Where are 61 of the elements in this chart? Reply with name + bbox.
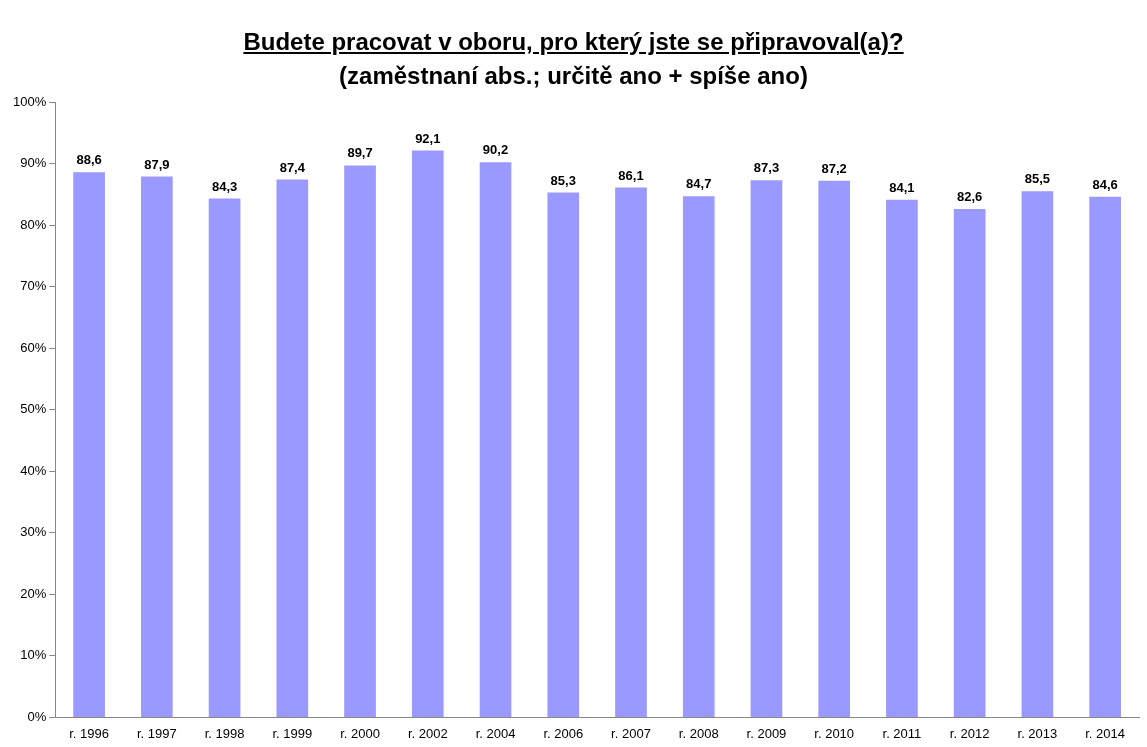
y-tick-label: 40% — [20, 462, 47, 478]
bar — [276, 179, 309, 717]
bar — [1089, 196, 1121, 717]
bar — [886, 199, 918, 717]
chart-subtitle: (zaměstnaní abs.; určitě ano + spíše ano) — [338, 62, 809, 90]
bar — [1021, 191, 1054, 717]
bar — [682, 196, 715, 717]
data-label: 88,6 — [76, 152, 102, 168]
x-tick-label: r. 2011 — [882, 725, 922, 741]
x-tick-label: r. 1997 — [136, 725, 177, 741]
x-tick-label: r. 2014 — [1085, 725, 1126, 741]
data-label: 87,4 — [279, 159, 306, 175]
data-label: 85,3 — [550, 172, 576, 188]
chart-title: Budete pracovat v oboru, pro který jste se připravoval(a)? — [243, 28, 904, 55]
x-tick-label: r. 2009 — [746, 725, 787, 741]
x-tick-label: r. 2012 — [949, 725, 990, 741]
y-tick-label: 70% — [20, 278, 47, 294]
x-tick-label: r. 2013 — [1017, 725, 1058, 741]
y-tick-label: 90% — [20, 155, 47, 171]
y-tick-label: 30% — [20, 524, 47, 540]
y-tick-label: 100% — [13, 93, 47, 109]
data-label: 84,1 — [889, 179, 915, 195]
x-tick-label: r. 2002 — [407, 725, 448, 741]
x-tick-label: r. 1999 — [272, 725, 313, 741]
x-tick-label: r. 2000 — [340, 725, 380, 741]
bar — [953, 209, 986, 717]
x-tick-label: r. 2004 — [475, 725, 516, 741]
bar — [818, 180, 851, 717]
y-tick-label: 60% — [20, 339, 47, 355]
data-label: 87,3 — [753, 160, 780, 176]
data-label: 84,6 — [1092, 176, 1118, 192]
data-label: 85,5 — [1024, 171, 1051, 187]
x-tick-label: r. 1996 — [69, 725, 109, 741]
y-tick-label: 80% — [20, 216, 47, 232]
y-tick-label: 50% — [20, 401, 47, 417]
data-label: 90,2 — [482, 142, 509, 158]
bar — [547, 192, 580, 717]
bar — [411, 150, 444, 717]
bar — [141, 176, 173, 717]
data-label: 92,1 — [415, 130, 441, 146]
x-tick-label: r. 1998 — [204, 725, 245, 741]
bar — [344, 165, 376, 717]
x-tick-label: r. 2006 — [543, 725, 584, 741]
bar — [208, 198, 241, 717]
data-label: 82,6 — [957, 189, 983, 205]
data-label: 84,7 — [686, 176, 712, 192]
y-tick-label: 20% — [20, 585, 47, 601]
bar — [615, 187, 647, 717]
data-label: 89,7 — [347, 145, 373, 161]
x-tick-label: r. 2007 — [611, 725, 651, 741]
data-label: 84,3 — [211, 178, 238, 194]
x-tick-label: r. 2010 — [814, 725, 855, 741]
data-label: 86,1 — [618, 167, 644, 183]
bar — [479, 162, 512, 717]
data-label: 87,2 — [821, 160, 847, 176]
data-label: 87,9 — [144, 156, 170, 172]
bar — [750, 180, 783, 717]
y-tick-label: 10% — [20, 647, 47, 663]
x-tick-label: r. 2008 — [678, 725, 719, 741]
y-tick-label: 0% — [27, 708, 47, 724]
bar — [73, 172, 105, 717]
